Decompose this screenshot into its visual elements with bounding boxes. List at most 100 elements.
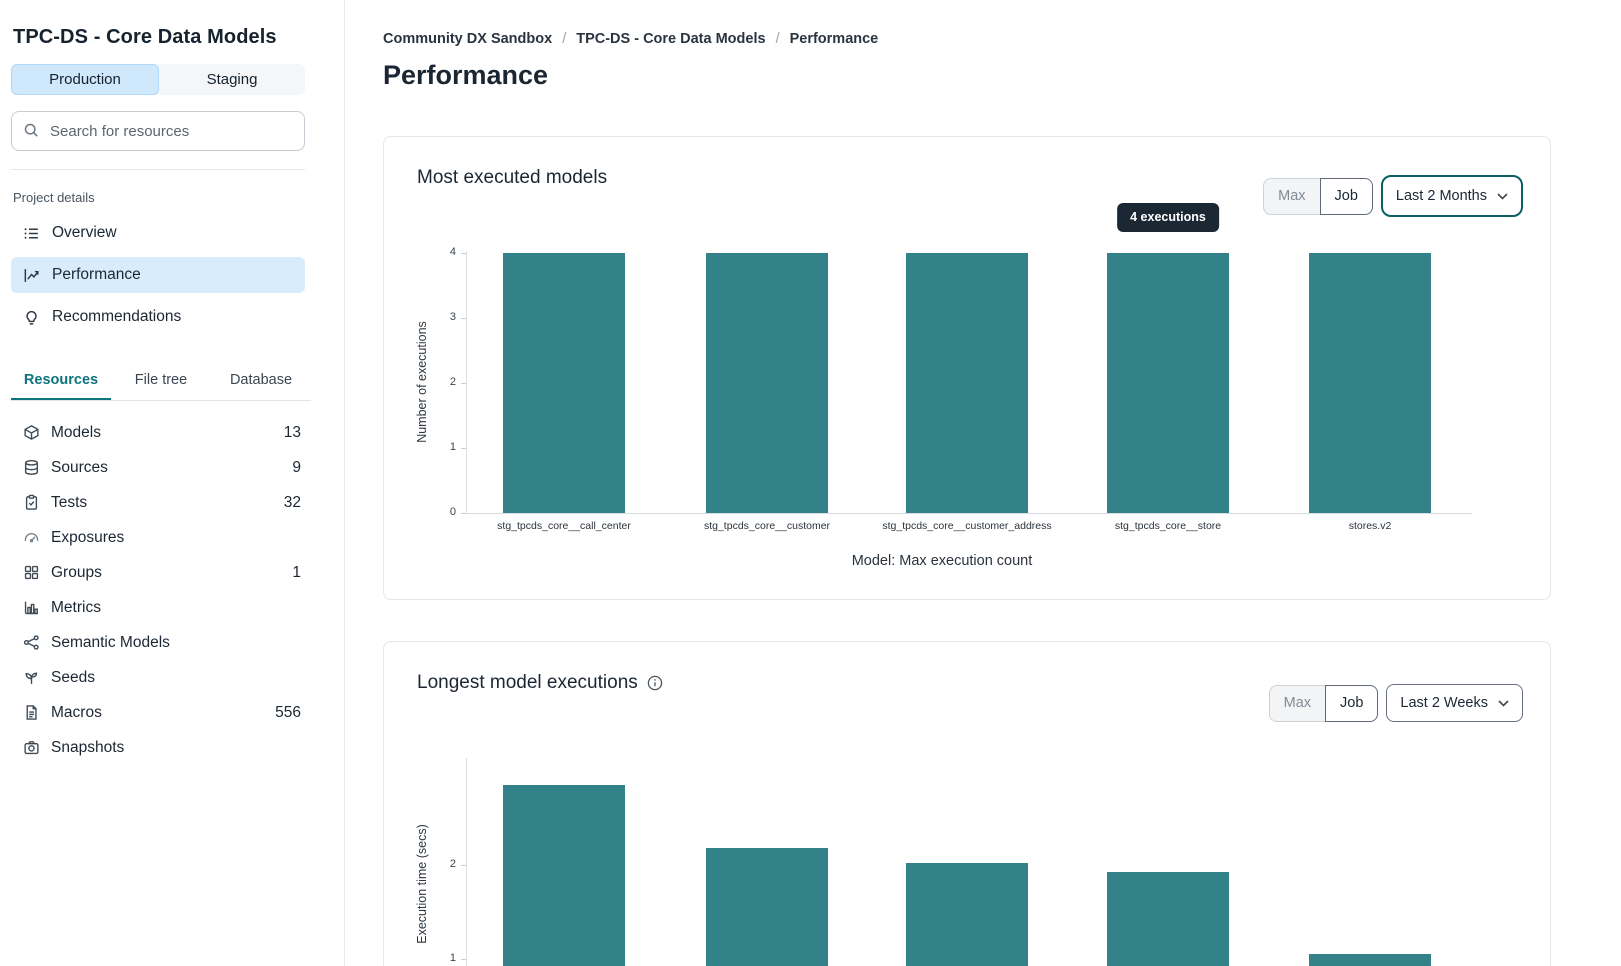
- bar[interactable]: [906, 863, 1028, 966]
- tab-database[interactable]: Database: [229, 372, 293, 388]
- chart-controls: Max Job Last 2 Months: [1263, 175, 1523, 217]
- bar[interactable]: [1309, 954, 1431, 966]
- x-axis-line: [466, 513, 1472, 514]
- breadcrumb: Community DX Sandbox / TPC-DS - Core Dat…: [383, 31, 878, 47]
- resource-count: 9: [292, 458, 301, 476]
- tab-resources[interactable]: Resources: [11, 363, 111, 400]
- y-axis-label: Execution time (secs): [415, 824, 429, 944]
- resource-row-semantic-models[interactable]: Semantic Models: [11, 625, 305, 660]
- y-tick-label: 1: [449, 441, 456, 453]
- y-tick-mark: [461, 318, 466, 319]
- chevron-down-icon: [1497, 188, 1508, 204]
- sidebar-item-performance[interactable]: Performance: [11, 257, 305, 293]
- chart-tooltip: 4 executions: [1117, 203, 1219, 232]
- y-tick-mark: [461, 865, 466, 866]
- breadcrumb-separator: /: [562, 31, 567, 47]
- search-input[interactable]: [11, 111, 305, 151]
- resource-row-sources[interactable]: Sources 9: [11, 450, 305, 485]
- gauge-icon: [23, 529, 40, 546]
- bar[interactable]: [503, 253, 625, 513]
- project-nav: Overview Performance: [11, 215, 305, 335]
- y-tick-mark: [461, 253, 466, 254]
- resource-count: 32: [283, 493, 301, 511]
- y-tick-mark: [461, 383, 466, 384]
- sidebar: TPC-DS - Core Data Models Production Sta…: [0, 0, 345, 966]
- resource-row-exposures[interactable]: Exposures: [11, 520, 305, 555]
- resource-row-snapshots[interactable]: Snapshots: [11, 730, 305, 765]
- breadcrumb-separator: /: [775, 31, 780, 47]
- env-tab-production[interactable]: Production: [11, 64, 159, 95]
- environment-toggle: Production Staging: [11, 64, 305, 95]
- bar[interactable]: [906, 253, 1028, 513]
- resource-row-seeds[interactable]: Seeds: [11, 660, 305, 695]
- resource-count: 1: [292, 563, 301, 581]
- breadcrumb-item-account[interactable]: Community DX Sandbox: [383, 31, 553, 47]
- y-tick-mark: [461, 448, 466, 449]
- info-icon[interactable]: [647, 675, 663, 691]
- bar[interactable]: [706, 848, 828, 966]
- y-tick-label: 4: [449, 246, 456, 258]
- chevron-down-icon: [1498, 695, 1509, 711]
- sidebar-item-overview[interactable]: Overview: [11, 215, 305, 251]
- resource-row-metrics[interactable]: Metrics: [11, 590, 305, 625]
- project-details-label: Project details: [13, 190, 95, 205]
- max-job-toggle: Max Job: [1268, 684, 1379, 722]
- bar-chart-icon: [23, 599, 40, 616]
- job-button[interactable]: Job: [1325, 684, 1379, 722]
- bar[interactable]: [503, 785, 625, 966]
- resource-row-models[interactable]: Models 13: [11, 415, 305, 450]
- y-tick-label: 2: [449, 376, 456, 388]
- y-axis-line: [466, 758, 467, 966]
- max-job-toggle: Max Job: [1263, 177, 1373, 215]
- resource-row-macros[interactable]: Macros 556: [11, 695, 305, 730]
- longest-executions-card: Longest model executions Max Job Last 2 …: [383, 641, 1551, 966]
- sidebar-item-recommendations[interactable]: Recommendations: [11, 299, 305, 335]
- job-button[interactable]: Job: [1319, 177, 1373, 215]
- project-title: TPC-DS - Core Data Models: [13, 26, 277, 48]
- chart-title: Most executed models: [417, 167, 608, 188]
- breadcrumb-item-current: Performance: [789, 31, 879, 47]
- breadcrumb-item-project[interactable]: TPC-DS - Core Data Models: [576, 31, 766, 47]
- env-tab-staging[interactable]: Staging: [206, 71, 258, 88]
- y-axis-line: [466, 251, 467, 514]
- chart-controls: Max Job Last 2 Weeks: [1268, 684, 1523, 722]
- date-range-dropdown[interactable]: Last 2 Weeks: [1386, 684, 1523, 722]
- date-range-dropdown[interactable]: Last 2 Months: [1380, 175, 1523, 217]
- grid-icon: [23, 564, 40, 581]
- resource-row-groups[interactable]: Groups 1: [11, 555, 305, 590]
- y-tick-label: 2: [449, 858, 456, 870]
- x-axis-caption: Model: Max execution count: [851, 553, 1033, 569]
- cube-icon: [23, 424, 40, 441]
- tab-file-tree[interactable]: File tree: [134, 372, 188, 388]
- clipboard-check-icon: [23, 494, 40, 511]
- camera-icon: [23, 739, 40, 756]
- max-button[interactable]: Max: [1263, 177, 1320, 215]
- page-title: Performance: [383, 60, 549, 90]
- x-tick-label: stores.v2: [1348, 520, 1392, 532]
- search-icon: [23, 122, 40, 144]
- bar[interactable]: [1107, 871, 1229, 966]
- y-tick-mark: [461, 959, 466, 960]
- list-icon: [23, 225, 40, 242]
- lightbulb-icon: [23, 309, 40, 326]
- x-tick-label: stg_tpcds_core__customer: [703, 520, 831, 532]
- y-tick-label: 3: [449, 311, 456, 323]
- most-executed-models-card: Most executed models Max Job Last 2 Mont…: [383, 136, 1551, 600]
- resources-list: Models 13 Sources 9: [11, 415, 305, 765]
- bar[interactable]: [706, 253, 828, 513]
- x-tick-label: stg_tpcds_core__store: [1114, 520, 1222, 532]
- chart-title: Longest model executions: [417, 672, 638, 693]
- document-icon: [23, 704, 40, 721]
- bar[interactable]: [1107, 253, 1229, 513]
- sidebar-divider: [11, 169, 305, 170]
- y-tick-label: 1: [449, 952, 456, 964]
- y-tick-mark: [461, 513, 466, 514]
- max-button[interactable]: Max: [1268, 684, 1326, 722]
- search-box: [11, 111, 305, 151]
- resource-row-tests[interactable]: Tests 32: [11, 485, 305, 520]
- trend-chart-icon: [23, 267, 40, 284]
- bar[interactable]: [1309, 253, 1431, 513]
- y-axis-label: Number of executions: [415, 321, 429, 443]
- resource-tabs: Resources File tree Database: [11, 363, 311, 401]
